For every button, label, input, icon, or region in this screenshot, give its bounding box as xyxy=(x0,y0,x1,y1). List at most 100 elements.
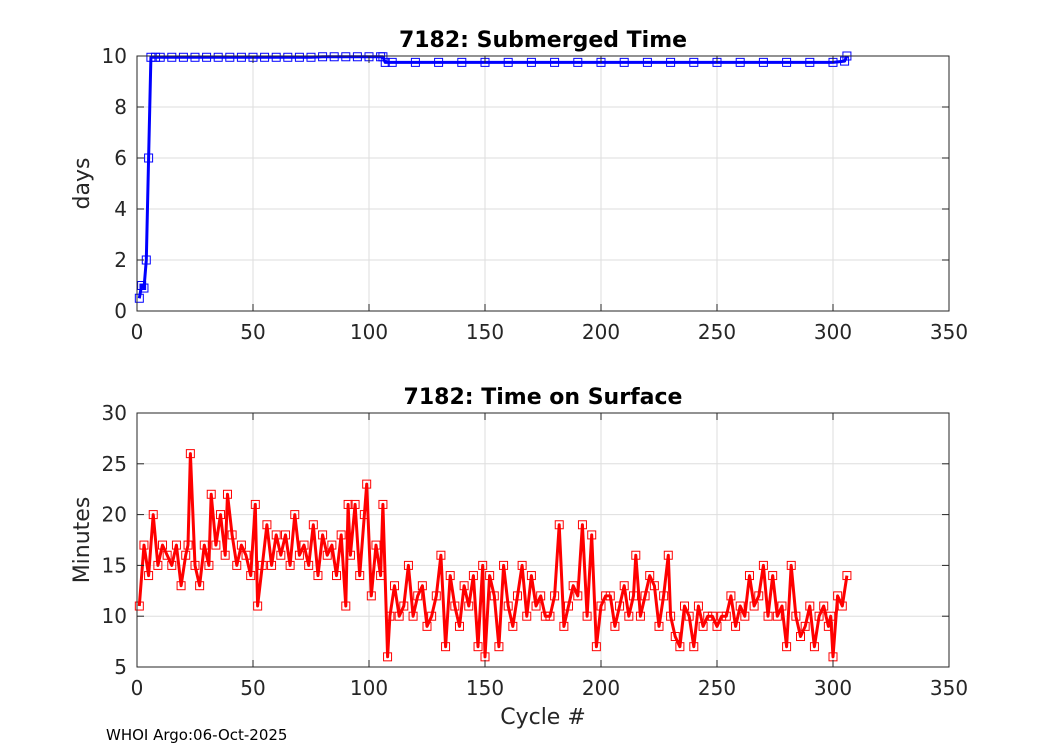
y-tick-label: 10 xyxy=(102,44,127,68)
data-point xyxy=(345,550,355,560)
x-tick-label: 100 xyxy=(350,320,388,344)
data-point xyxy=(712,621,722,631)
data-point xyxy=(777,601,787,611)
data-point xyxy=(503,601,513,611)
data-point xyxy=(276,550,286,560)
data-point xyxy=(800,621,810,631)
data-point xyxy=(380,57,390,67)
data-point xyxy=(635,611,645,621)
submerged-time-plot: 0 50 100 150 200 250 300 350 0 2 4 6 8 10 7182: Submer… xyxy=(70,28,968,344)
data-point xyxy=(253,601,263,611)
data-point xyxy=(517,560,527,570)
data-point xyxy=(410,57,420,67)
data-point xyxy=(666,611,676,621)
data-point xyxy=(211,540,221,550)
data-point xyxy=(693,601,703,611)
axes-box xyxy=(136,412,950,668)
data-point xyxy=(540,611,550,621)
data-point xyxy=(199,540,209,550)
data-point xyxy=(434,57,444,67)
data-point xyxy=(587,530,597,540)
data-point xyxy=(559,621,569,631)
data-point xyxy=(134,293,144,303)
x-tick-label: 0 xyxy=(131,676,144,700)
data-point xyxy=(554,520,564,530)
data-point xyxy=(139,540,149,550)
data-point xyxy=(478,560,488,570)
data-point xyxy=(280,530,290,540)
data-point xyxy=(262,520,272,530)
data-point xyxy=(842,571,852,581)
x-tick-label: 350 xyxy=(930,320,968,344)
data-point xyxy=(619,57,629,67)
x-tick-label: 200 xyxy=(582,676,620,700)
data-point xyxy=(206,489,216,499)
data-point xyxy=(522,611,532,621)
chart-title: 7182: Time on Surface xyxy=(404,385,683,410)
data-point xyxy=(675,642,685,652)
data-point xyxy=(473,642,483,652)
data-point xyxy=(698,621,708,631)
data-point xyxy=(707,611,717,621)
y-tick-label: 0 xyxy=(114,299,127,323)
data-point xyxy=(689,642,699,652)
data-point xyxy=(308,520,318,530)
data-point xyxy=(167,560,177,570)
data-point xyxy=(431,591,441,601)
data-point xyxy=(819,601,829,611)
data-point xyxy=(531,601,541,611)
data-point xyxy=(318,530,328,540)
data-point xyxy=(378,499,388,509)
data-point xyxy=(427,611,437,621)
axes-box xyxy=(136,55,950,312)
data-point xyxy=(459,581,469,591)
x-tick-label: 350 xyxy=(930,676,968,700)
data-point xyxy=(267,560,277,570)
data-point xyxy=(213,52,223,62)
data-point xyxy=(332,571,342,581)
data-point xyxy=(441,642,451,652)
data-point xyxy=(350,499,360,509)
data-point xyxy=(387,57,397,67)
data-point xyxy=(791,611,801,621)
data-point xyxy=(645,571,655,581)
data-point xyxy=(343,499,353,509)
footer-watermark: WHOI Argo:06-Oct-2025 xyxy=(106,726,288,744)
data-point xyxy=(422,621,432,631)
x-tick-label: 150 xyxy=(466,320,504,344)
data-point xyxy=(306,52,316,62)
data-point xyxy=(318,52,328,62)
data-point xyxy=(257,560,267,570)
data-point xyxy=(299,540,309,550)
data-point xyxy=(680,601,690,611)
data-point xyxy=(726,591,736,601)
data-point xyxy=(190,560,200,570)
data-point xyxy=(283,52,293,62)
data-point xyxy=(577,520,587,530)
data-point xyxy=(786,560,796,570)
x-tick-label: 0 xyxy=(131,320,144,344)
data-point xyxy=(202,52,212,62)
x-axis-label: Cycle # xyxy=(500,705,586,730)
data-point xyxy=(796,632,806,642)
data-point xyxy=(181,550,191,560)
data-point xyxy=(631,550,641,560)
data-point xyxy=(782,642,792,652)
y-tick-label: 4 xyxy=(114,197,127,221)
series-line xyxy=(137,452,849,659)
data-point xyxy=(204,560,214,570)
data-point xyxy=(833,591,843,601)
data-point xyxy=(619,581,629,591)
data-point xyxy=(148,510,158,520)
data-point xyxy=(329,52,339,62)
data-point xyxy=(155,52,165,62)
data-point xyxy=(408,611,418,621)
data-point xyxy=(494,642,504,652)
data-point xyxy=(564,601,574,611)
data-point xyxy=(144,571,154,581)
data-point xyxy=(290,510,300,520)
data-point xyxy=(195,581,205,591)
data-point xyxy=(805,57,815,67)
y-tick-label: 6 xyxy=(114,146,127,170)
x-tick-label: 50 xyxy=(240,676,265,700)
